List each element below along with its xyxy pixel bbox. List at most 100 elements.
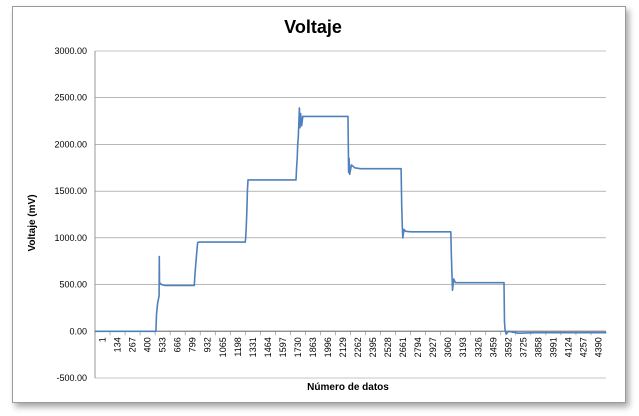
voltage-data-point <box>349 173 351 175</box>
x-tick-label: 2395 <box>368 337 378 357</box>
x-tick-label: 4257 <box>578 337 588 357</box>
x-tick-label: 533 <box>158 337 168 352</box>
y-tick-label: 500.00 <box>59 280 87 290</box>
voltage-data-point <box>193 284 195 287</box>
x-tick-label: 267 <box>128 337 138 352</box>
voltage-data-point <box>158 255 160 258</box>
voltage-data-point <box>194 274 196 276</box>
voltage-data-point <box>354 167 356 169</box>
voltage-data-point <box>155 313 158 316</box>
x-tick-label: 4390 <box>593 337 603 357</box>
voltage-data-point <box>454 282 456 284</box>
voltage-data-point <box>399 168 401 170</box>
x-tick-label: 134 <box>113 337 123 352</box>
voltage-series-line <box>95 107 606 335</box>
voltage-data-point <box>158 282 161 284</box>
voltage-data-point <box>451 289 454 291</box>
x-tick-label: 3326 <box>473 337 483 357</box>
voltage-data-point <box>512 331 514 333</box>
voltage-data-point <box>400 168 402 170</box>
x-tick-label: 2129 <box>338 337 348 357</box>
y-tick-label: -500.00 <box>56 373 87 383</box>
x-tick-label: 3459 <box>488 337 498 357</box>
voltage-data-point <box>246 190 248 192</box>
x-tick-label: 1996 <box>323 337 333 357</box>
x-tick-label: 666 <box>173 337 183 352</box>
voltage-data-point <box>296 167 298 169</box>
voltage-data-point <box>405 230 407 232</box>
voltage-data-point <box>348 171 350 174</box>
voltage-data-point <box>297 136 299 138</box>
y-tick-label: 0.00 <box>69 326 87 336</box>
y-tick-label: 1500.00 <box>54 186 87 196</box>
voltage-data-point <box>196 246 198 248</box>
x-tick-label: 2927 <box>428 337 438 357</box>
x-tick-label: 2661 <box>398 337 408 357</box>
voltage-data-point <box>503 321 506 323</box>
voltage-data-point <box>507 330 510 332</box>
voltage-data-point <box>299 127 301 129</box>
y-tick-label: 1000.00 <box>54 233 87 243</box>
x-tick-label: 1331 <box>248 337 258 357</box>
x-tick-label: 3592 <box>503 337 513 357</box>
voltage-data-point <box>450 255 452 258</box>
voltage-data-point <box>246 209 248 211</box>
voltage-line-chart: Voltaje 3000.002500.002000.001500.001000… <box>27 17 607 393</box>
voltage-data-point <box>503 282 505 284</box>
voltage-data-point <box>252 179 254 181</box>
x-tick-label: 1065 <box>218 337 228 357</box>
x-tick-label: 4124 <box>563 337 573 357</box>
voltage-data-point <box>167 284 169 287</box>
voltage-data-point <box>245 225 247 227</box>
voltage-data-point <box>557 332 559 334</box>
x-tick-label: 1464 <box>263 337 273 357</box>
x-tick-label: 3991 <box>548 337 558 357</box>
voltage-data-point <box>198 241 200 243</box>
voltage-data-point <box>535 332 537 334</box>
voltage-data-point <box>402 237 404 239</box>
voltage-data-point <box>433 231 435 233</box>
x-tick-label: 3725 <box>518 337 528 357</box>
voltage-data-point <box>376 168 378 170</box>
x-tick-label: 1863 <box>308 337 318 357</box>
voltage-data-point <box>461 282 463 284</box>
voltage-data-point <box>244 241 246 243</box>
x-tick-label: 1198 <box>233 337 243 356</box>
x-tick-label: 3858 <box>533 337 543 357</box>
voltage-data-point <box>157 302 159 304</box>
voltage-data-point <box>155 330 157 332</box>
x-tick-label: 1730 <box>293 337 303 357</box>
voltage-data-point <box>300 113 302 115</box>
x-axis-label: Número de datos <box>307 382 389 393</box>
x-tick-label: 400 <box>143 337 153 352</box>
voltage-data-point <box>305 115 307 117</box>
voltage-data-point <box>403 228 405 230</box>
voltage-data-point <box>197 241 199 244</box>
voltage-data-point <box>94 330 96 332</box>
chart-title: Voltaje <box>284 17 342 37</box>
chart-frame: Voltaje 3000.00 2500.00 2000.00 1500.00 1000… <box>12 6 626 403</box>
y-tick-label: 2000.00 <box>54 139 87 149</box>
x-tick-label: 2262 <box>353 337 363 357</box>
voltage-data-point <box>161 284 163 286</box>
x-tick-label: 932 <box>203 337 213 352</box>
voltage-data-point <box>298 107 300 109</box>
voltage-data-point <box>173 284 175 287</box>
voltage-data-point <box>453 278 455 280</box>
x-tick-label: 1597 <box>278 337 288 357</box>
voltage-data-point <box>505 333 507 335</box>
y-axis-label: Voltaje (mV) <box>27 194 38 251</box>
voltage-data-point <box>164 284 166 287</box>
voltage-data-point <box>410 231 412 233</box>
voltage-data-point <box>241 241 243 243</box>
x-tick-label: 2528 <box>383 337 393 357</box>
voltage-data-point <box>350 164 352 166</box>
y-tick-label: 2500.00 <box>54 93 87 103</box>
voltage-data-point <box>518 332 520 334</box>
x-tick-label: 1 <box>98 337 108 342</box>
voltage-data-point <box>359 168 361 170</box>
voltage-data-point <box>301 125 303 127</box>
voltage-data-point <box>347 115 349 117</box>
x-tick-label: 799 <box>188 337 198 352</box>
voltage-data-point <box>348 157 350 159</box>
